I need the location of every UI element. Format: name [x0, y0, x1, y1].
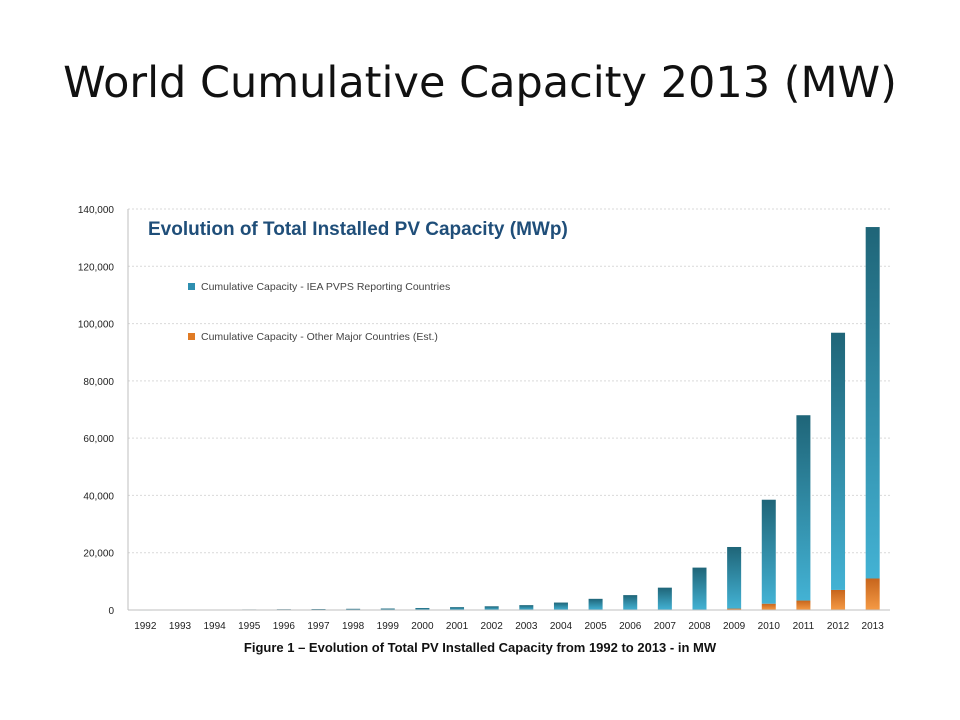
- bar-other-2009: [727, 608, 742, 610]
- bar-iea-2004: [553, 602, 568, 610]
- bar-iea-2007: [657, 587, 672, 610]
- bar-iea-1999: [380, 608, 395, 610]
- x-tick-label: 1997: [307, 621, 330, 632]
- bar-iea-2009: [727, 546, 742, 609]
- legend-swatch: [188, 283, 195, 290]
- x-tick-label: 2008: [688, 621, 711, 632]
- axes: 0 20,000 40,000 60,000 80,000 100,000 120,000 1…: [78, 205, 890, 617]
- y-tick-label: 40,000: [83, 491, 114, 502]
- bar-iea-2011: [796, 415, 811, 601]
- x-tick-label: 1995: [238, 621, 261, 632]
- bar-other-2010: [761, 603, 776, 610]
- bar-iea-1998: [346, 608, 361, 610]
- bars: [138, 227, 880, 611]
- x-tick-label: 1999: [377, 621, 400, 632]
- legend-swatch: [188, 333, 195, 340]
- x-tick-label: 2013: [862, 621, 885, 632]
- bar-iea-2002: [484, 606, 499, 610]
- x-tick-label: 2002: [481, 621, 504, 632]
- x-tick-label: 1994: [203, 621, 226, 632]
- bar-iea-2001: [450, 607, 465, 610]
- x-tick-label: 2012: [827, 621, 850, 632]
- x-tick-label: 2007: [654, 621, 677, 632]
- y-tick-label: 20,000: [83, 549, 114, 560]
- pv-capacity-chart: Evolution of Total Installed PV Capacity…: [78, 205, 890, 632]
- bar-iea-2005: [588, 598, 603, 610]
- bar-iea-2013: [865, 227, 880, 579]
- slide-title: World Cumulative Capacity 2013 (MW): [63, 58, 897, 108]
- x-tick-label: 2003: [515, 621, 538, 632]
- figure-caption: Figure 1 – Evolution of Total PV Install…: [243, 640, 717, 655]
- x-tick-label: 1993: [169, 621, 192, 632]
- bar-iea-2003: [519, 605, 534, 610]
- bar-other-2011: [796, 600, 811, 610]
- bar-iea-2012: [831, 332, 846, 590]
- x-tick-labels: 1992 1993 1994 1995 1996 1997 1998 1999 2000 2001…: [134, 621, 884, 632]
- x-tick-label: 2011: [793, 621, 815, 632]
- x-tick-label: 2006: [619, 621, 642, 632]
- x-tick-label: 2001: [446, 621, 469, 632]
- legend-label: Cumulative Capacity - Other Major Countr…: [201, 331, 438, 343]
- bar-iea-2000: [415, 607, 430, 610]
- grid-lines: [128, 208, 890, 554]
- x-tick-label: 1996: [273, 621, 296, 632]
- y-tick-label: 0: [108, 606, 114, 617]
- chart-container: Evolution of Total Installed PV Capacity…: [60, 195, 900, 665]
- bar-iea-2006: [623, 595, 638, 610]
- x-tick-label: 2005: [584, 621, 607, 632]
- x-tick-label: 2010: [758, 621, 781, 632]
- y-tick-label: 60,000: [83, 434, 114, 445]
- x-tick-label: 1992: [134, 621, 157, 632]
- legend-label: Cumulative Capacity - IEA PVPS Reporting…: [201, 281, 450, 293]
- y-tick-label: 80,000: [83, 377, 114, 388]
- bar-other-2013: [865, 578, 880, 610]
- bar-other-2012: [831, 589, 846, 610]
- chart-title: Evolution of Total Installed PV Capacity…: [148, 219, 568, 240]
- bar-iea-2008: [692, 567, 707, 610]
- chart-legend: Cumulative Capacity - IEA PVPS Reporting…: [188, 281, 450, 343]
- bar-iea-2010: [761, 499, 776, 604]
- y-tick-label: 100,000: [78, 320, 115, 331]
- y-tick-label: 120,000: [78, 262, 115, 273]
- y-tick-label: 140,000: [78, 205, 115, 216]
- x-tick-label: 2000: [411, 621, 434, 632]
- x-tick-label: 2004: [550, 621, 573, 632]
- x-tick-label: 1998: [342, 621, 365, 632]
- x-tick-label: 2009: [723, 621, 746, 632]
